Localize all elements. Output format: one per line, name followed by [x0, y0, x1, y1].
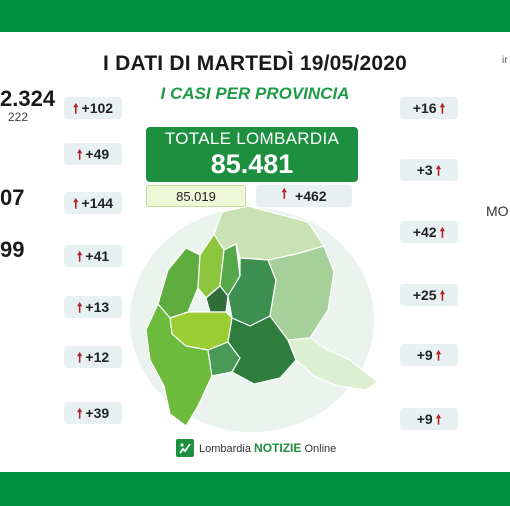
up-arrow-icon: 🠕 [76, 299, 83, 315]
up-arrow-icon: 🠕 [76, 349, 83, 365]
left-increment-pill: 🠕 +102 [64, 97, 122, 119]
right-increment-pill: +3 🠕 [400, 159, 458, 181]
right-increment-pill: +25 🠕 [400, 284, 458, 306]
left-increment-pill: 🠕 +49 [64, 143, 122, 165]
right-increment-value: +9 [416, 347, 433, 363]
up-arrow-icon: 🠕 [76, 405, 83, 421]
left-increment-pill: 🠕 +39 [64, 402, 122, 424]
up-arrow-icon: 🠕 [439, 287, 446, 303]
up-arrow-icon: 🠕 [76, 248, 83, 264]
up-arrow-icon: 🠕 [72, 195, 79, 211]
total-lombardia-box: TOTALE LOMBARDIA 85.481 [146, 127, 358, 182]
left-increment-pill: 🠕 +41 [64, 245, 122, 267]
left-increment-value: +102 [81, 100, 114, 116]
total-delta-value: +462 [295, 188, 327, 204]
left-increment-value: +41 [85, 248, 110, 264]
lombardy-map [130, 205, 380, 432]
up-arrow-icon: 🠕 [72, 100, 79, 116]
cutoff-right-text-1: ir [502, 55, 508, 66]
province-brescia [267, 245, 335, 341]
logo-mark-icon [176, 439, 194, 457]
logo-suffix: Online [304, 443, 337, 455]
up-arrow-icon: 🠕 [435, 347, 442, 363]
previous-total-value: 85.019 [176, 188, 216, 204]
up-arrow-icon: 🠕 [435, 162, 442, 178]
cutoff-right-text-2: MO [486, 203, 509, 219]
lombardia-notizie-logo: Lombardia NOTIZIE Online [176, 438, 336, 458]
right-increment-value: +25 [412, 287, 437, 303]
right-increment-pill: +16 🠕 [400, 97, 458, 119]
up-arrow-icon: 🠕 [439, 224, 446, 240]
right-increment-pill: +9 🠕 [400, 344, 458, 366]
cutoff-left-value-1: 2.324 [0, 86, 56, 111]
right-increment-pill: +9 🠕 [400, 408, 458, 430]
previous-total-box: 85.019 [146, 185, 246, 207]
right-increment-value: +3 [416, 162, 433, 178]
left-increment-value: +49 [85, 146, 110, 162]
top-band [0, 0, 510, 32]
province-pavia [145, 302, 213, 427]
total-label: TOTALE LOMBARDIA [164, 129, 340, 148]
province-mantova [287, 337, 380, 391]
right-increment-value: +42 [412, 224, 437, 240]
logo-text: Lombardia NOTIZIE Online [199, 441, 336, 455]
left-increment-value: +144 [81, 195, 114, 211]
right-increment-value: +16 [412, 100, 437, 116]
province-monza [205, 285, 229, 313]
right-increment-value: +9 [416, 411, 433, 427]
right-increment-pill: +42 🠕 [400, 221, 458, 243]
cutoff-left-value-3: 07 [0, 185, 25, 210]
up-arrow-icon: 🠕 [76, 146, 83, 162]
bottom-band [0, 472, 510, 506]
total-value: 85.481 [210, 149, 294, 179]
left-increment-pill: 🠕 +13 [64, 296, 122, 318]
up-arrow-icon: 🠕 [439, 100, 446, 116]
cutoff-left-value-4: 99 [0, 237, 25, 262]
up-arrow-icon: 🠕 [281, 186, 288, 201]
cutoff-left-value-2: 222 [8, 110, 29, 124]
left-increment-pill: 🠕 +12 [64, 346, 122, 368]
logo-name: NOTIZIE [254, 441, 302, 455]
page-subtitle: I CASI PER PROVINCIA [160, 84, 350, 103]
left-increment-value: +13 [85, 299, 110, 315]
left-increment-value: +12 [85, 349, 110, 365]
total-delta-box: 🠕 +462 [256, 185, 352, 207]
left-increment-pill: 🠕 +144 [64, 192, 122, 214]
page-title: I DATI DI MARTEDÌ 19/05/2020 [103, 52, 407, 75]
left-increment-value: +39 [85, 405, 110, 421]
logo-brand: Lombardia [199, 443, 251, 455]
up-arrow-icon: 🠕 [435, 411, 442, 427]
